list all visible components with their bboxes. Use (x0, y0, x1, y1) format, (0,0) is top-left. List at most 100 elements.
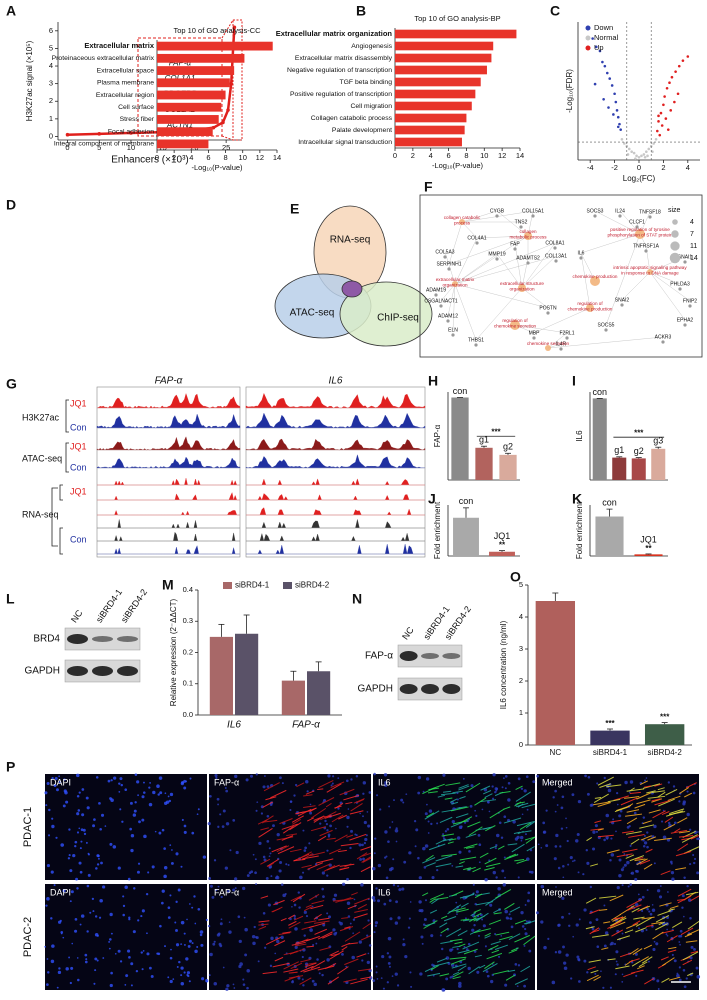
signal-point (129, 131, 133, 135)
nucleus (595, 830, 599, 834)
signal-track (246, 544, 425, 555)
nucleus (353, 898, 356, 901)
cell-stain (464, 892, 475, 899)
nucleus (585, 849, 588, 852)
panel-label: O (510, 569, 521, 585)
nucleus (297, 976, 301, 980)
nucleus (666, 928, 668, 931)
nucleus (93, 982, 96, 985)
bar (235, 633, 259, 715)
nucleus (207, 924, 211, 928)
protein-label: GAPDH (24, 666, 60, 677)
nucleus (193, 895, 196, 898)
nucleus (686, 790, 689, 793)
cell-stain (258, 828, 273, 838)
nucleus (486, 974, 490, 978)
nucleus (359, 857, 363, 861)
nucleus (51, 944, 55, 948)
nucleus (498, 821, 502, 825)
nucleus (524, 904, 527, 906)
gene-node (495, 257, 499, 261)
nucleus (302, 871, 305, 874)
cell-stain (344, 926, 351, 929)
bar (157, 127, 213, 137)
nucleus (332, 897, 336, 902)
network-edge (454, 237, 478, 285)
cell-stain (651, 921, 663, 925)
cell-stain (508, 949, 518, 954)
nucleus (514, 963, 518, 966)
nucleus (648, 910, 651, 913)
cell-stain (465, 833, 477, 838)
network-edge (649, 271, 686, 321)
nucleus (477, 934, 481, 937)
nucleus (56, 986, 59, 989)
nucleus (100, 813, 105, 817)
nucleus (598, 928, 601, 930)
cell-stain (636, 792, 652, 800)
nucleus (596, 945, 600, 948)
nucleus (400, 798, 404, 802)
nucleus (683, 876, 686, 879)
nucleus (169, 844, 172, 846)
nucleus (391, 975, 394, 978)
nucleus (46, 897, 50, 901)
nucleus (484, 877, 488, 882)
cell-stain (629, 855, 645, 862)
nucleus (559, 845, 562, 848)
cell-stain (658, 798, 675, 807)
nucleus (455, 901, 458, 904)
nucleus (619, 809, 623, 813)
nucleus (383, 902, 387, 906)
gene-node (526, 261, 530, 265)
cell-stain (263, 819, 278, 823)
nucleus (697, 837, 700, 840)
nucleus (504, 775, 508, 778)
cell-stain (468, 966, 480, 975)
cell-stain (645, 848, 653, 853)
sample-label: PDAC-2 (22, 917, 34, 957)
cell-stain (621, 848, 638, 853)
nucleus (328, 915, 332, 919)
cell-stain (465, 782, 481, 793)
cell-stain (281, 823, 298, 830)
nucleus (327, 774, 331, 778)
cell-stain (607, 920, 622, 929)
nucleus (309, 928, 313, 932)
nucleus (396, 984, 400, 987)
cell-stain (331, 814, 344, 823)
cell-stain (482, 790, 492, 795)
nucleus (679, 934, 683, 938)
cell-stain (456, 806, 467, 809)
nucleus (409, 901, 412, 903)
y-tick-label: 0.1 (183, 679, 193, 688)
nucleus (403, 860, 407, 864)
nucleus (168, 799, 172, 803)
point (642, 153, 646, 156)
cell-stain (296, 810, 308, 814)
cell-stain (288, 920, 297, 926)
nucleus (318, 972, 321, 975)
significance: *** (605, 719, 615, 728)
cell-stain (511, 947, 519, 952)
nucleus (170, 948, 172, 951)
nucleus (65, 967, 69, 971)
nucleus (609, 858, 612, 862)
point (668, 81, 671, 85)
cell-stain (640, 835, 652, 841)
nucleus (520, 839, 523, 842)
nucleus (196, 813, 199, 816)
category-label: Extracellular matrix disassembly (295, 55, 393, 62)
gene-node (474, 343, 478, 347)
gene-label: COL15A1 (522, 208, 544, 214)
nucleus (577, 958, 581, 962)
term-node (510, 320, 520, 330)
gene-node (519, 225, 523, 229)
nucleus (225, 987, 229, 991)
nucleus (304, 846, 307, 850)
cell-stain (428, 787, 439, 791)
nucleus (207, 822, 211, 826)
nucleus (205, 918, 209, 922)
signal-track (97, 519, 240, 529)
nucleus (128, 918, 131, 921)
